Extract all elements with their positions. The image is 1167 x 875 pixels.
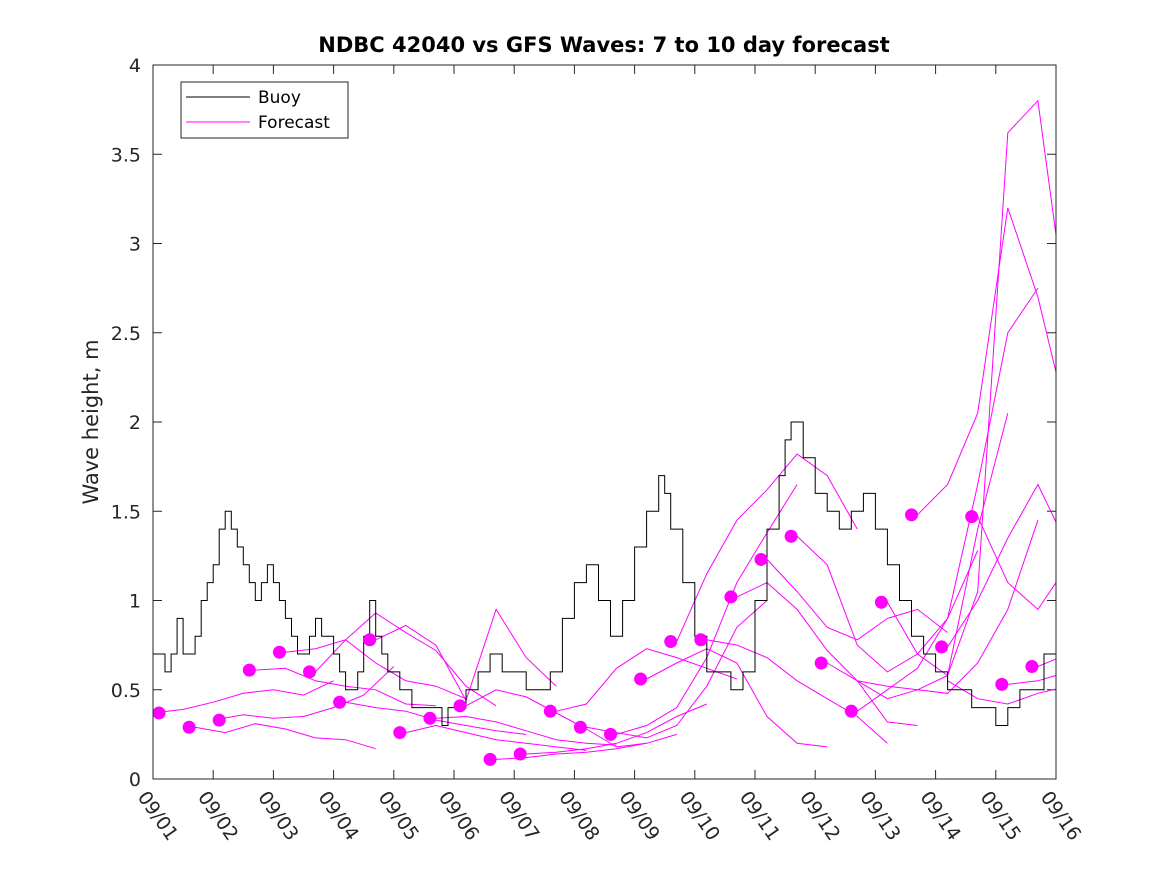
forecast-line xyxy=(706,639,888,744)
buoy-line xyxy=(153,421,1056,726)
forecast-marker xyxy=(935,640,949,654)
forecast-line xyxy=(435,715,617,746)
forecast-line xyxy=(947,483,1056,648)
forecast-marker xyxy=(844,704,858,718)
axes-box xyxy=(152,64,1057,780)
forecast-marker xyxy=(303,665,317,679)
forecast-marker xyxy=(513,747,527,761)
forecast-marker xyxy=(242,663,256,677)
forecast-line xyxy=(676,453,858,642)
forecast-line xyxy=(526,703,707,755)
y-tick-label: 2 xyxy=(129,412,141,434)
forecast-line xyxy=(496,733,677,760)
forecast-marker xyxy=(153,706,166,720)
y-tick-label: 0 xyxy=(129,769,141,791)
forecast-marker xyxy=(453,699,467,713)
forecast-marker xyxy=(814,656,828,670)
y-tick-label: 1 xyxy=(129,591,141,613)
y-tick-label: 3.5 xyxy=(111,144,141,166)
forecast-marker xyxy=(363,633,377,647)
y-tick-label: 3 xyxy=(129,234,141,256)
forecast-marker xyxy=(423,711,437,725)
forecast-line xyxy=(315,612,497,707)
forecast-marker xyxy=(965,510,979,524)
forecast-marker xyxy=(905,508,919,522)
forecast-line xyxy=(1007,674,1056,685)
forecast-marker xyxy=(543,704,557,718)
forecast-line xyxy=(405,724,587,751)
chart-title: NDBC 42040 vs GFS Waves: 7 to 10 day for… xyxy=(318,33,889,57)
forecast-marker xyxy=(483,752,497,766)
y-axis: 0 0.5 1 1.5 2 2.5 3 3.5 4 xyxy=(111,55,1056,791)
legend-buoy-label: Buoy xyxy=(258,88,301,108)
y-tick-label: 2.5 xyxy=(111,323,141,345)
forecast-marker xyxy=(182,720,196,734)
forecast-marker xyxy=(724,590,738,604)
y-tick-label: 1.5 xyxy=(111,501,141,523)
forecast-marker xyxy=(272,645,286,659)
forecast-line xyxy=(857,287,1039,712)
legend-forecast-label: Forecast xyxy=(258,113,330,133)
y-tick-label: 0.5 xyxy=(111,680,141,702)
forecast-line xyxy=(153,680,334,714)
forecast-marker xyxy=(573,720,587,734)
forecast-line xyxy=(857,520,1039,694)
forecast-line xyxy=(886,99,1056,677)
forecast-line xyxy=(947,680,1056,705)
forecast-marker xyxy=(874,595,888,609)
forecast-marker xyxy=(634,672,648,686)
forecast-line xyxy=(195,723,376,750)
forecast-line xyxy=(766,559,948,641)
forecast-marker xyxy=(393,726,407,740)
forecast-marker xyxy=(694,633,708,647)
forecast-line xyxy=(213,666,395,721)
forecast-marker xyxy=(784,529,798,543)
legend: Buoy Forecast xyxy=(180,81,349,139)
forecast-line xyxy=(977,516,1056,611)
series-group xyxy=(153,99,1056,766)
forecast-marker xyxy=(995,677,1009,691)
forecast-line xyxy=(646,648,828,748)
forecast-line xyxy=(1037,658,1056,667)
legend-box xyxy=(180,81,349,139)
y-tick-label: 4 xyxy=(129,55,141,77)
forecast-marker xyxy=(754,552,768,566)
forecast-marker xyxy=(604,727,618,741)
forecast-line xyxy=(285,639,467,700)
forecast-marker xyxy=(664,635,678,649)
plot-area xyxy=(153,65,1056,779)
forecast-markers xyxy=(153,508,1039,766)
forecast-marker xyxy=(333,695,347,709)
buoy-series xyxy=(153,421,1056,726)
forecast-marker xyxy=(1025,660,1039,674)
y-axis-label: Wave height, m xyxy=(79,339,103,504)
forecast-line xyxy=(917,207,1056,516)
forecast-marker xyxy=(212,713,226,727)
